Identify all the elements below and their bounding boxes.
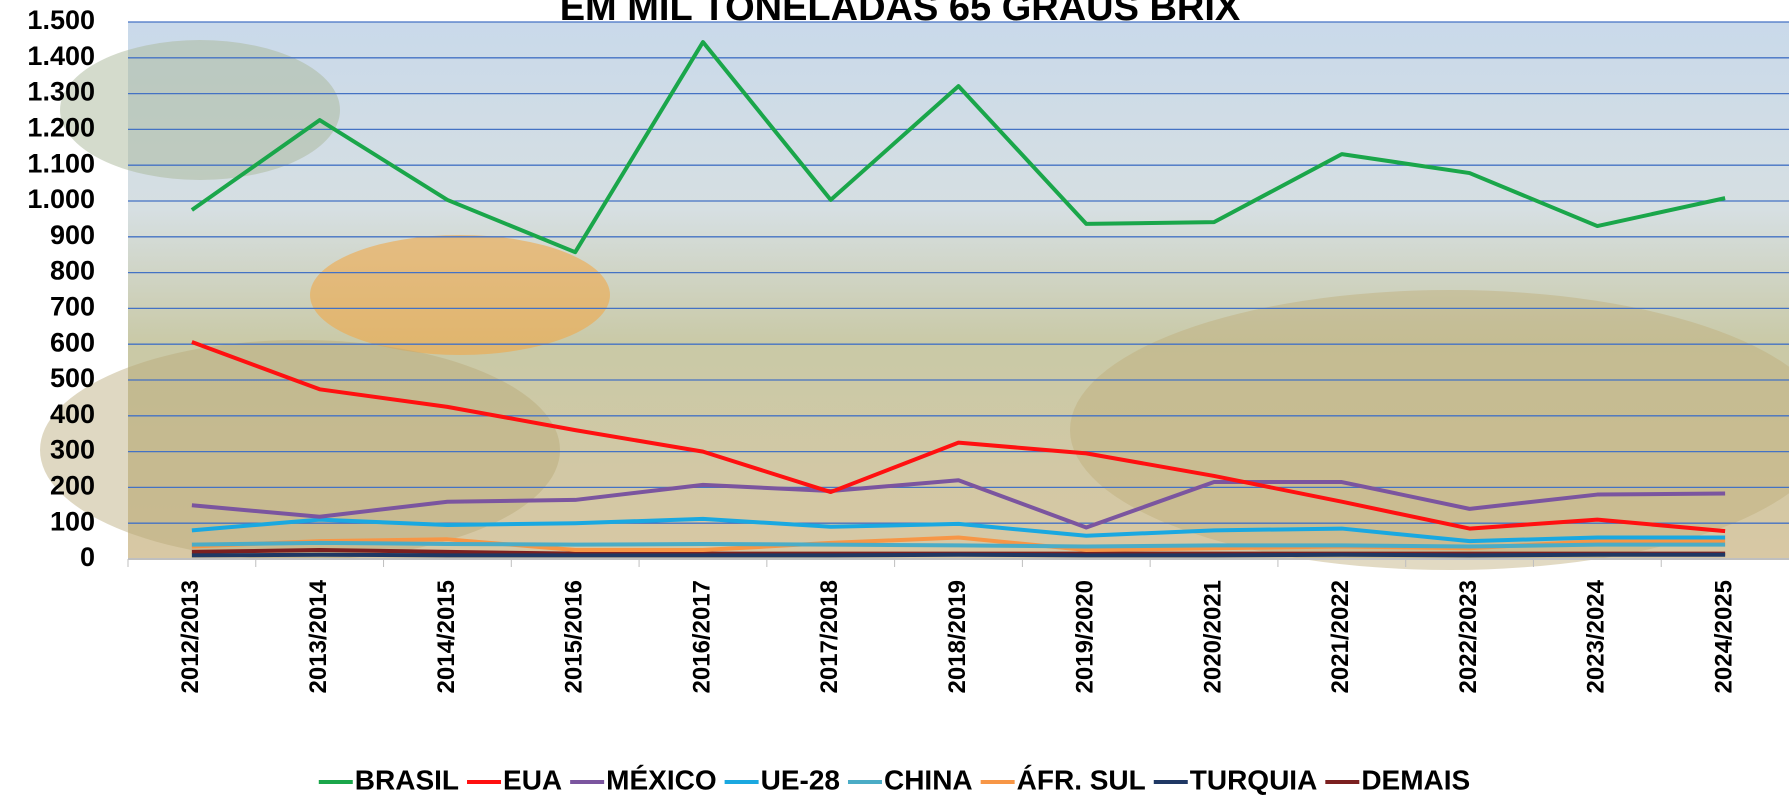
x-tick-label: 2016/2017 — [688, 580, 715, 693]
y-tick-label: 200 — [50, 471, 95, 501]
y-tick-label: 1.200 — [27, 113, 95, 143]
decoration — [1070, 290, 1789, 570]
legend-label: DEMAIS — [1361, 764, 1470, 795]
legend-label: MÉXICO — [606, 764, 716, 795]
chart-title: EM MIL TONELADAS 65 GRAUS BRIX — [560, 0, 1241, 29]
decoration — [60, 40, 340, 180]
decoration — [40, 340, 560, 560]
line-series — [191, 340, 1726, 534]
y-tick-label: 1.000 — [27, 184, 95, 214]
x-tick-label: 2019/2020 — [1072, 580, 1099, 693]
y-tick-label: 1.400 — [27, 41, 95, 71]
x-tick-label: 2018/2019 — [944, 580, 971, 693]
y-tick-label: 300 — [50, 435, 95, 465]
x-tick-label: 2023/2024 — [1583, 579, 1610, 693]
y-tick-label: 700 — [50, 292, 95, 322]
y-tick-label: 0 — [80, 542, 95, 572]
x-tick-label: 2014/2015 — [433, 580, 460, 693]
y-tick-label: 1.300 — [27, 77, 95, 107]
line-series — [190, 40, 1726, 255]
y-tick-label: 800 — [50, 256, 95, 286]
legend-label: UE-28 — [761, 764, 840, 795]
legend-label: TURQUIA — [1190, 764, 1318, 795]
y-tick-label: 1.100 — [27, 148, 95, 178]
y-tick-label: 500 — [50, 363, 95, 393]
y-tick-label: 600 — [50, 327, 95, 357]
x-tick-label: 2021/2022 — [1327, 580, 1354, 693]
legend-label: CHINA — [884, 764, 973, 795]
x-tick-label: 2015/2016 — [561, 580, 588, 693]
legend-label: ÁFR. SUL — [1017, 764, 1146, 795]
line-series — [191, 516, 1726, 544]
y-tick-label: 400 — [50, 399, 95, 429]
x-tick-label: 2017/2018 — [816, 580, 843, 693]
x-tick-label: 2020/2021 — [1199, 580, 1226, 693]
line-series — [191, 540, 1726, 549]
x-tick-label: 2012/2013 — [177, 580, 204, 693]
line-series — [191, 478, 1726, 530]
decoration — [310, 235, 610, 355]
y-tick-label: 900 — [50, 220, 95, 250]
y-tick-label: 100 — [50, 506, 95, 536]
legend-label: BRASIL — [355, 764, 459, 795]
x-tick-label: 2022/2023 — [1455, 580, 1482, 693]
x-tick-label: 2013/2014 — [305, 579, 332, 693]
y-tick-label: 1.500 — [27, 5, 95, 35]
line-series — [191, 552, 1726, 558]
legend-label: EUA — [503, 764, 562, 795]
x-tick-label: 2024/2025 — [1710, 580, 1737, 693]
